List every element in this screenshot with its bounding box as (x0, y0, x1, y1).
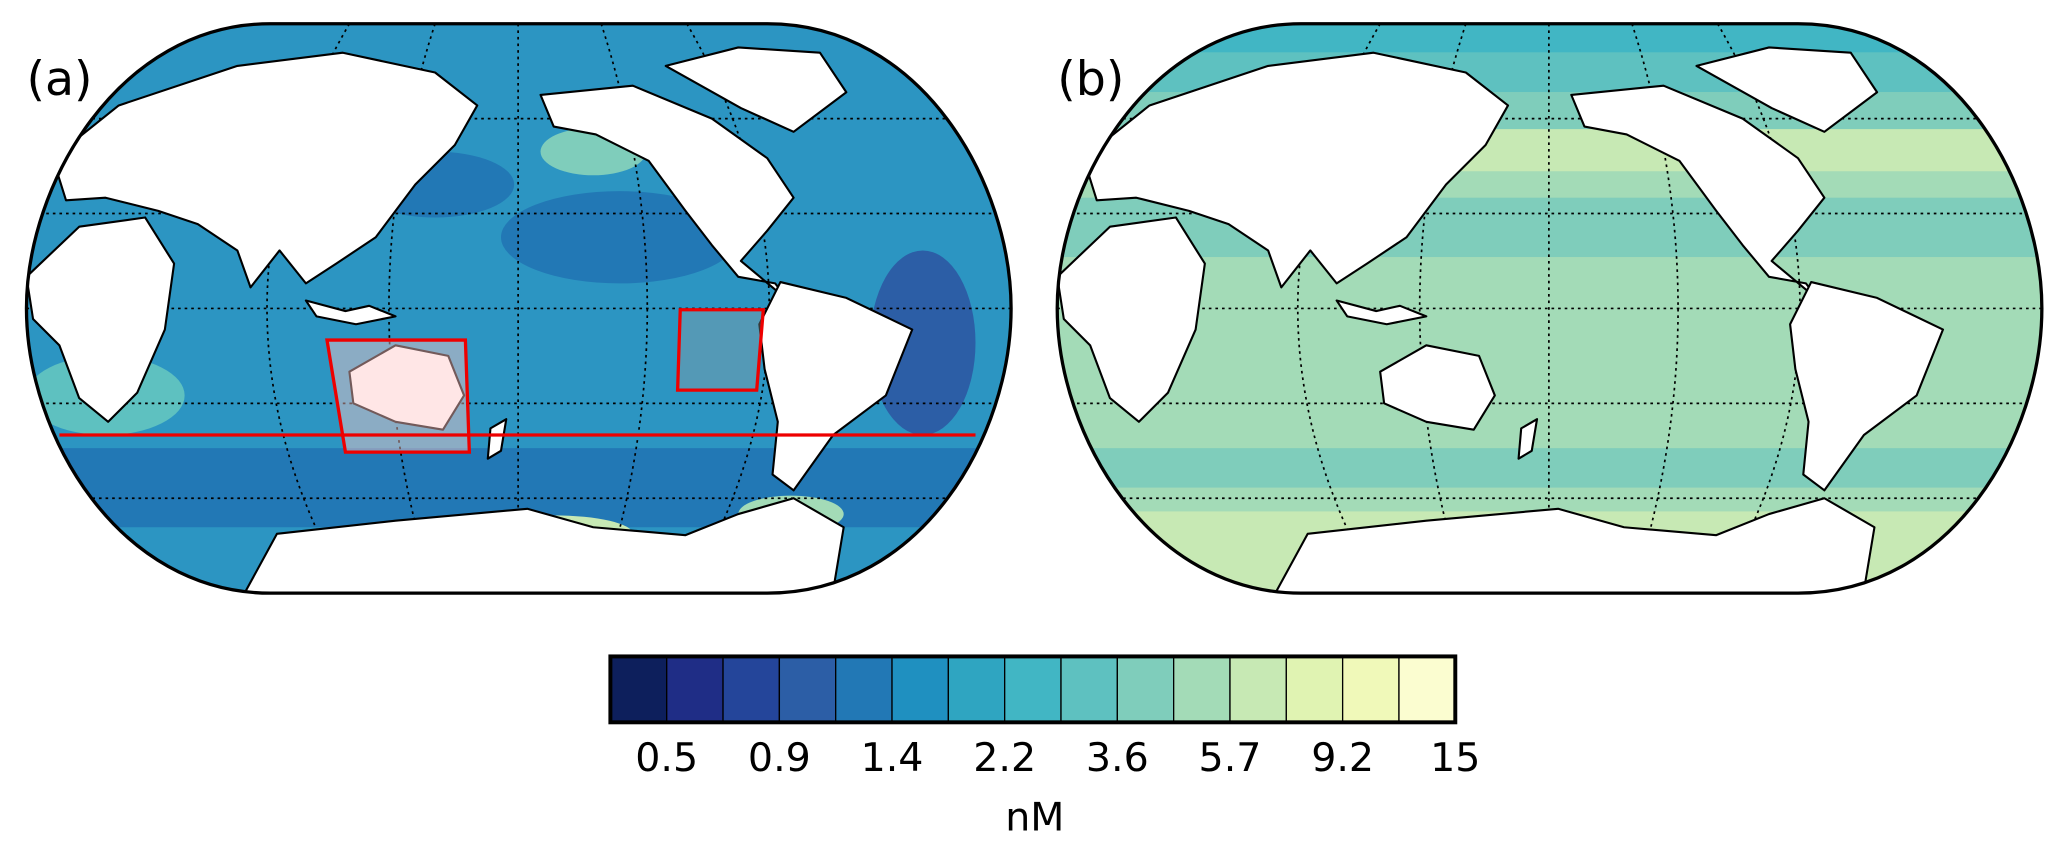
colorbar-frame (608, 654, 1458, 725)
colorbar-tick-label: 15 (1430, 735, 1480, 781)
region-box (325, 338, 472, 454)
colorbar-segment (722, 655, 781, 723)
colorbar-segment (891, 655, 950, 723)
colorbar-segment (1341, 655, 1400, 723)
colorbar-label: nM (1005, 794, 1064, 840)
colorbar-segment (1004, 655, 1062, 723)
colorbar-segment (609, 655, 668, 723)
colorbar-segment (778, 655, 837, 723)
panel-b: (b) (1055, 22, 2044, 595)
map-b (1057, 23, 2042, 594)
colorbar: 0.5 0.9 1.4 2.2 3.6 5.7 9.2 15 (608, 654, 1480, 781)
colorbar-tick-label: 0.9 (748, 735, 811, 781)
colorbar-segment (1285, 655, 1344, 723)
colorbar-segment (666, 655, 724, 723)
map-a (26, 23, 1012, 594)
colorbar-tick-label: 9.2 (1311, 735, 1374, 781)
colorbar-segment (1060, 655, 1118, 723)
colorbar-segment (1229, 655, 1287, 723)
colorbar-segment (1116, 655, 1175, 723)
colorbar-segment (947, 655, 1006, 723)
colorbar-segment (1398, 655, 1456, 723)
panel-label: (a) (26, 52, 92, 107)
colorbar-tick-label: 1.4 (861, 735, 924, 781)
colorbar-tick-label: 2.2 (973, 735, 1036, 781)
colorbar-tick-label: 3.6 (1086, 735, 1149, 781)
panel-label: (b) (1057, 52, 1124, 107)
colorbar-tick-label: 5.7 (1199, 735, 1262, 781)
colorbar-segment (1173, 655, 1231, 723)
colorbar-segment (835, 655, 893, 723)
panel-a: (a) (24, 22, 1013, 595)
region-box (675, 308, 766, 392)
colorbar-tick-label: 0.5 (635, 735, 698, 781)
